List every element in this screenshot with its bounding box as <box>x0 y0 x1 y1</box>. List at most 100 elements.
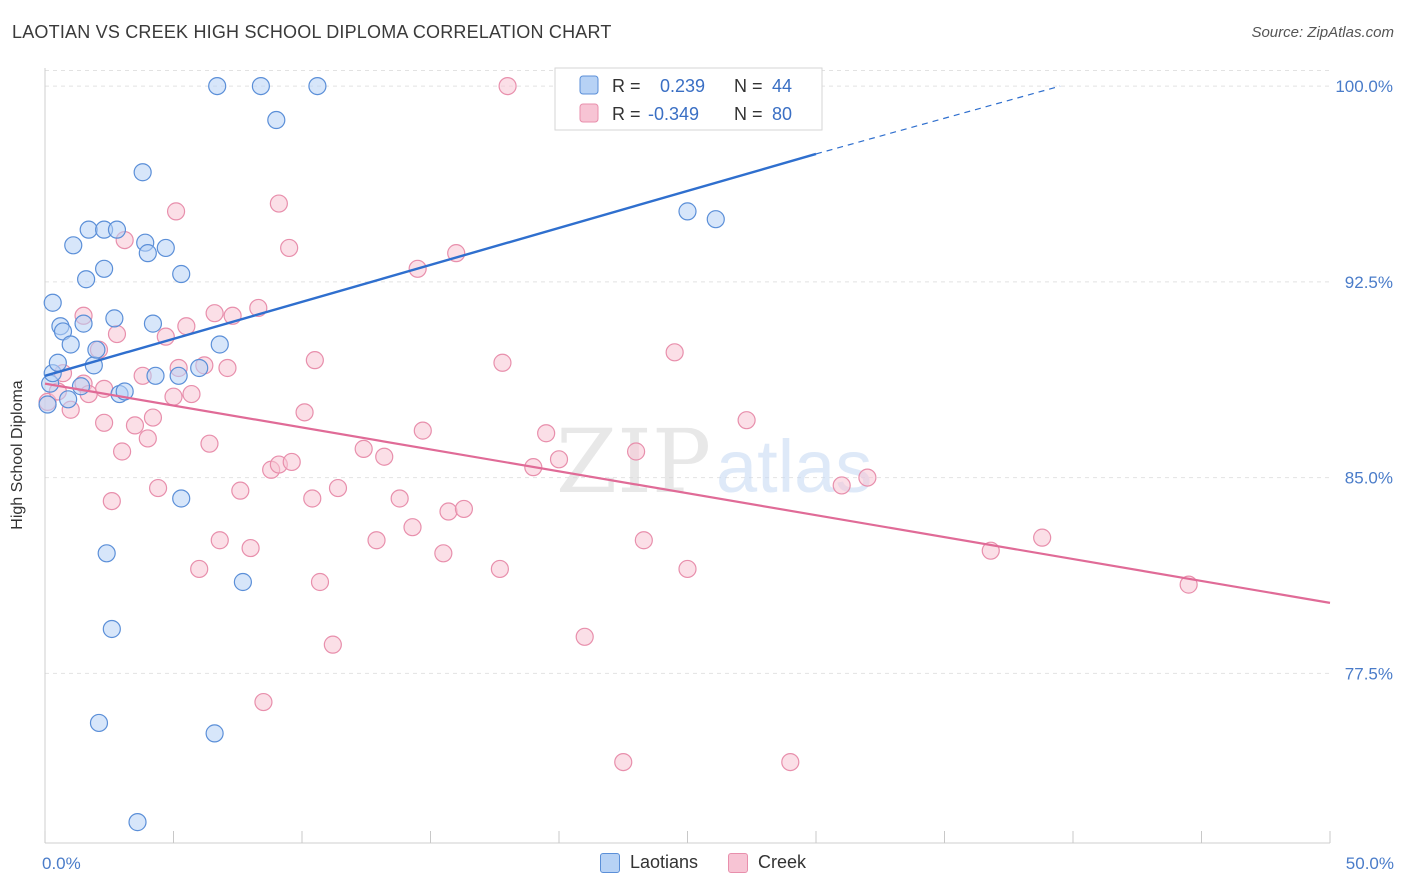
creek-point <box>210 531 229 550</box>
laotians-point <box>128 813 147 832</box>
creek-point <box>375 447 394 466</box>
watermark: ZIP atlas <box>556 410 872 513</box>
legend-swatch-creek <box>728 852 749 873</box>
legend-r-label: R = <box>612 104 641 124</box>
creek-point <box>269 194 288 213</box>
creek-point <box>112 442 132 461</box>
bottom-legend: Laotians Creek <box>0 852 1406 873</box>
y-tick-label: 92.5% <box>1345 273 1393 292</box>
creek-point <box>241 538 260 558</box>
creek-point <box>665 343 684 362</box>
creek-point <box>781 752 800 772</box>
creek-point <box>295 403 314 422</box>
laotians-point <box>706 210 725 229</box>
creek-point <box>125 416 145 435</box>
creek-point <box>231 481 250 500</box>
laotians-point <box>138 244 157 263</box>
source-label: Source: ZipAtlas.com <box>1251 24 1394 41</box>
legend-swatch-laotians <box>579 75 599 95</box>
laotians-point <box>48 353 67 372</box>
creek-point <box>454 499 474 519</box>
creek-point <box>390 489 409 508</box>
creek-point <box>143 408 163 427</box>
legend-box: R = 0.239 N = 44 R = -0.349 N = 80 <box>554 67 823 131</box>
creek-point <box>537 424 556 443</box>
creek-point <box>282 452 301 472</box>
creek-point <box>549 450 569 469</box>
creek-point <box>575 627 594 646</box>
laotians-points <box>38 76 725 832</box>
laotians-point <box>102 619 121 639</box>
creek-point <box>413 421 432 440</box>
laotians-point <box>95 259 114 278</box>
legend-r-value: 0.239 <box>660 76 705 96</box>
laotians-trend-line <box>44 152 817 377</box>
creek-point <box>858 468 877 487</box>
laotians-point <box>143 314 163 333</box>
creek-point <box>102 491 121 511</box>
axes <box>44 68 1331 844</box>
legend-item-laotians[interactable]: Laotians <box>599 852 699 873</box>
creek-point <box>323 635 342 654</box>
creek-point <box>614 752 633 772</box>
creek-point <box>328 478 348 498</box>
creek-point <box>305 351 324 370</box>
creek-point <box>280 238 299 258</box>
laotians-point <box>79 220 98 239</box>
legend-n-value: 80 <box>772 104 792 124</box>
creek-point <box>218 358 237 378</box>
creek-point <box>182 384 201 404</box>
creek-point <box>439 502 458 521</box>
creek-point <box>626 442 646 461</box>
laotians-point <box>105 309 124 328</box>
creek-point <box>832 476 851 495</box>
laotians-point <box>678 202 697 221</box>
laotians-point <box>208 76 227 96</box>
laotians-point <box>43 293 62 312</box>
laotians-point <box>133 163 152 182</box>
legend-n-label: N = <box>734 76 763 96</box>
creek-point <box>166 202 186 221</box>
creek-points <box>38 76 1198 772</box>
laotians-point <box>87 340 106 359</box>
legend-label-laotians: Laotians <box>629 852 699 872</box>
laotians-point <box>38 395 57 414</box>
legend-label-creek: Creek <box>758 852 807 872</box>
creek-point <box>310 572 330 592</box>
creek-point <box>164 387 183 406</box>
x-tick-label: 0.0% <box>42 854 81 873</box>
laotians-point <box>64 236 83 255</box>
creek-point <box>138 429 157 448</box>
laotians-point <box>156 238 175 258</box>
creek-point <box>634 531 653 550</box>
legend-r-label: R = <box>612 76 641 96</box>
laotians-point <box>210 335 229 354</box>
laotians-point <box>71 377 91 396</box>
laotians-point <box>267 110 286 130</box>
chart-title: LAOTIAN VS CREEK HIGH SCHOOL DIPLOMA COR… <box>12 22 612 42</box>
creek-point <box>737 411 756 430</box>
creek-point <box>678 559 697 579</box>
laotians-point <box>169 366 188 385</box>
creek-point <box>1033 528 1052 547</box>
laotians-point <box>233 572 252 592</box>
creek-point <box>177 317 196 336</box>
creek-point <box>254 692 273 712</box>
creek-point <box>190 559 209 579</box>
laotians-point <box>59 390 78 409</box>
legend-n-label: N = <box>734 104 763 124</box>
creek-point <box>490 559 509 579</box>
watermark-zip: ZIP <box>556 410 711 513</box>
creek-point <box>107 324 127 344</box>
watermark-atlas: atlas <box>716 425 872 508</box>
legend-swatch-creek <box>579 103 599 123</box>
laotians-point <box>97 544 116 563</box>
laotians-point <box>77 270 96 289</box>
legend-item-creek[interactable]: Creek <box>728 852 806 873</box>
tick-labels: 77.5% 85.0% 92.5% 100.0% 0.0% 50.0% <box>42 77 1394 873</box>
creek-point <box>434 544 453 563</box>
legend-r-value: -0.349 <box>648 104 699 124</box>
trend-lines <box>44 85 1331 604</box>
laotians-point <box>61 335 80 354</box>
